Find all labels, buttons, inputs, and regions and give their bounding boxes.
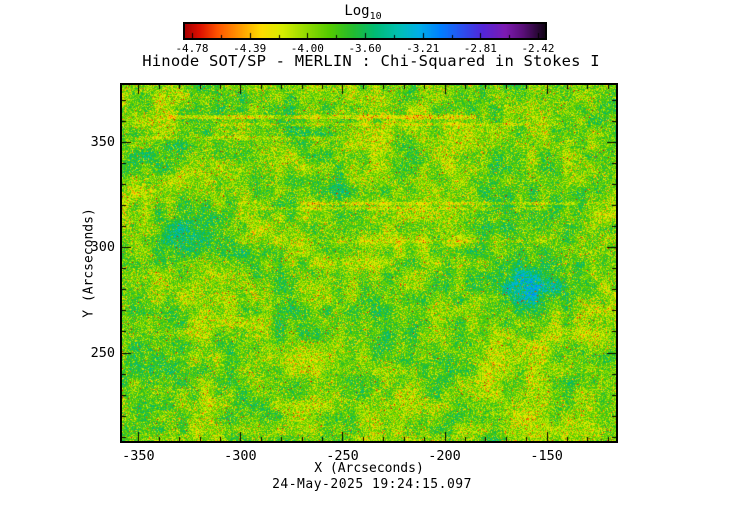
colorbar-canvas [183,22,547,40]
colorbar-title-sub: 10 [369,10,382,22]
colorbar-title-main: Log [344,3,370,19]
x-tick-label: -200 [428,448,461,464]
y-tick-label: 350 [90,133,115,150]
plot-title: Hinode SOT/SP - MERLIN : Chi-Squared in … [142,52,600,70]
y-axis-label: Y (Arcseconds) [81,208,97,318]
x-axis-label: X (Arcseconds) [314,461,424,476]
x-tick-label: -300 [224,448,257,464]
y-tick-label: 250 [90,344,115,361]
colorbar-title: Log10 [344,3,381,22]
x-tick-label: -150 [530,448,563,464]
heatmap-canvas [120,83,618,443]
x-tick-label: -350 [122,448,155,464]
timestamp: 24-May-2025 19:24:15.097 [272,477,472,492]
